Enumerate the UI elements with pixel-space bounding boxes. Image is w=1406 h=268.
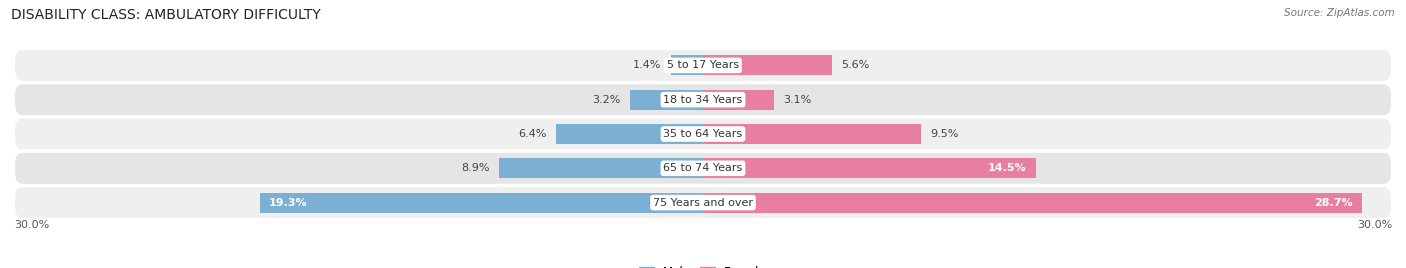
Text: 3.1%: 3.1%: [783, 95, 811, 105]
Text: Source: ZipAtlas.com: Source: ZipAtlas.com: [1284, 8, 1395, 18]
Text: 18 to 34 Years: 18 to 34 Years: [664, 95, 742, 105]
FancyBboxPatch shape: [14, 49, 1392, 82]
FancyBboxPatch shape: [14, 186, 1392, 219]
Text: 3.2%: 3.2%: [592, 95, 620, 105]
Text: DISABILITY CLASS: AMBULATORY DIFFICULTY: DISABILITY CLASS: AMBULATORY DIFFICULTY: [11, 8, 321, 22]
Text: 6.4%: 6.4%: [519, 129, 547, 139]
Bar: [260, 193, 703, 213]
Text: 8.9%: 8.9%: [461, 163, 489, 173]
Bar: [703, 158, 1036, 178]
Text: 65 to 74 Years: 65 to 74 Years: [664, 163, 742, 173]
Bar: [555, 124, 703, 144]
FancyBboxPatch shape: [14, 152, 1392, 185]
Text: 1.4%: 1.4%: [633, 60, 662, 70]
Text: 19.3%: 19.3%: [269, 198, 308, 208]
Text: 30.0%: 30.0%: [14, 220, 49, 230]
Bar: [703, 55, 831, 75]
Text: 14.5%: 14.5%: [988, 163, 1026, 173]
Bar: [630, 90, 703, 110]
Text: 30.0%: 30.0%: [1357, 220, 1392, 230]
Legend: Male, Female: Male, Female: [640, 266, 766, 268]
Text: 9.5%: 9.5%: [931, 129, 959, 139]
Text: 75 Years and over: 75 Years and over: [652, 198, 754, 208]
FancyBboxPatch shape: [14, 118, 1392, 150]
Bar: [703, 90, 775, 110]
Bar: [671, 55, 703, 75]
Text: 28.7%: 28.7%: [1315, 198, 1353, 208]
Bar: [703, 124, 921, 144]
Text: 5 to 17 Years: 5 to 17 Years: [666, 60, 740, 70]
Text: 5.6%: 5.6%: [841, 60, 869, 70]
Text: 35 to 64 Years: 35 to 64 Years: [664, 129, 742, 139]
Bar: [703, 193, 1362, 213]
Bar: [499, 158, 703, 178]
FancyBboxPatch shape: [14, 83, 1392, 116]
